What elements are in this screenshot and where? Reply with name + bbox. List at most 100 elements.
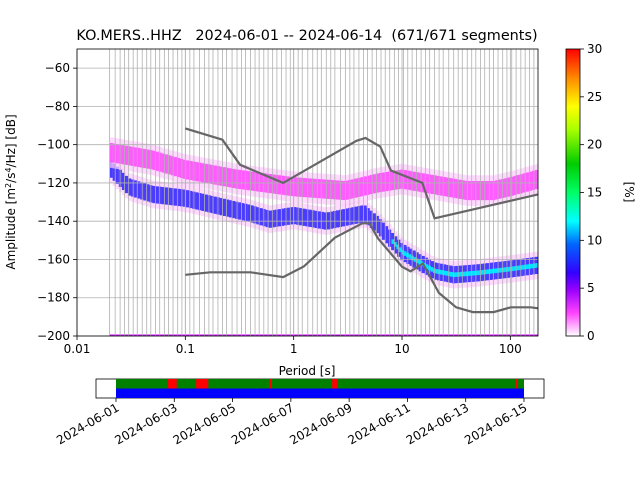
psd-cell (241, 170, 245, 190)
psd-cell (363, 176, 367, 196)
psd-cell (385, 226, 389, 244)
psd-cell (189, 190, 193, 209)
psd-cell (155, 151, 159, 171)
psd-cell (271, 210, 276, 228)
psd-cell-peak (457, 272, 461, 277)
psd-cell (164, 187, 169, 205)
timeline-tick-label: 2024-06-13 (404, 400, 471, 447)
psd-cell (345, 180, 349, 200)
psd-cell (345, 208, 349, 226)
psd-cell-peak (398, 247, 402, 252)
psd-cell (247, 171, 251, 191)
nlnm-curve (185, 222, 539, 314)
psd-cell (228, 200, 233, 218)
timeline-tick-label: 2024-06-11 (346, 400, 413, 447)
colorbar-tick-label: 0 (587, 329, 595, 343)
psd-cell (112, 143, 117, 163)
psd-cell (366, 175, 371, 195)
psd-cell (381, 172, 386, 192)
psd-cell (222, 167, 227, 187)
psd-cell-peak (450, 272, 453, 277)
psd-cell (198, 193, 202, 211)
colorbar-tick-label: 5 (587, 281, 595, 295)
psd-cell (219, 166, 224, 186)
timeline-segment-green (116, 379, 524, 389)
psd-cell (146, 149, 150, 169)
psd-cell (210, 164, 214, 185)
psd-cell (109, 143, 113, 163)
psd-cell (158, 152, 162, 172)
psd-cell (170, 188, 175, 206)
psd-cell (216, 166, 221, 186)
psd-cell-peak (518, 265, 522, 271)
psd-cell-peak (535, 263, 539, 268)
psd-cell (326, 212, 331, 230)
psd-cell (152, 185, 156, 204)
psd-cell-peak (442, 270, 446, 276)
psd-cell (293, 207, 297, 225)
psd-cell (228, 168, 233, 188)
psd-cell-peak (494, 268, 497, 274)
timeline-bars (116, 379, 524, 398)
timeline-tick-label: 2024-06-03 (112, 400, 179, 447)
colorbar-tick-label: 10 (587, 233, 602, 247)
psd-cell (134, 180, 138, 198)
psd-cell (124, 145, 129, 165)
psd-cell (176, 188, 181, 207)
psd-cell-peak (393, 242, 397, 247)
psd-cell (403, 170, 407, 190)
psd-cell (112, 163, 117, 181)
psd-cell-peak (430, 267, 434, 272)
psd-cell (186, 190, 190, 208)
colorbar-tick-label: 30 (587, 42, 602, 56)
psd-cell (183, 159, 187, 179)
psd-cell (449, 178, 453, 198)
psd-cell-peak (408, 254, 412, 259)
colorbar-gradient (565, 48, 581, 337)
psd-cell (195, 162, 199, 182)
psd-cell (320, 211, 325, 230)
psd-cell-peak (425, 264, 429, 269)
psd-cell (363, 205, 367, 223)
psd-cell (186, 160, 190, 180)
psd-cell-peak (503, 267, 507, 272)
psd-cell (109, 160, 113, 178)
psd-cell (323, 179, 328, 199)
y-tick-label: −60 (45, 61, 70, 75)
psd-cell (369, 174, 374, 195)
psd-cell (351, 179, 355, 199)
noise-model-curves (184, 127, 539, 314)
psd-cell (195, 192, 199, 210)
psd-cell-peak (530, 263, 534, 269)
psd-cell (479, 181, 484, 201)
nhnm-curve (184, 127, 539, 220)
psd-cell-peak (396, 244, 400, 250)
psd-cell (262, 209, 266, 227)
plot-frame (76, 48, 539, 337)
timeline-gap (332, 379, 337, 389)
psd-cell (430, 174, 435, 195)
psd-cell (437, 175, 441, 196)
psd-cell (256, 207, 260, 225)
psd-cell (470, 181, 475, 201)
psd-cell-peak (459, 271, 463, 277)
psd-cell (210, 195, 214, 214)
psd-cell (409, 171, 413, 191)
psd-cell (204, 163, 208, 183)
psd-cell (302, 208, 306, 226)
psd-cell (265, 209, 270, 228)
psd-cell (161, 153, 165, 173)
psd-cell (131, 146, 135, 166)
psd-cell-peak (513, 266, 517, 271)
psd-cell (238, 202, 242, 220)
psd-cell-peak (481, 269, 485, 275)
psd-cell (326, 179, 331, 199)
x-tick-label: 100 (499, 342, 522, 356)
colorbar-tick-label: 20 (587, 138, 602, 152)
psd-cell (268, 210, 273, 228)
psd-cell (225, 199, 230, 217)
psd-cell-peak (401, 249, 405, 255)
psd-cell (317, 211, 322, 229)
psd-cell (510, 176, 514, 196)
psd-cell (198, 162, 202, 182)
